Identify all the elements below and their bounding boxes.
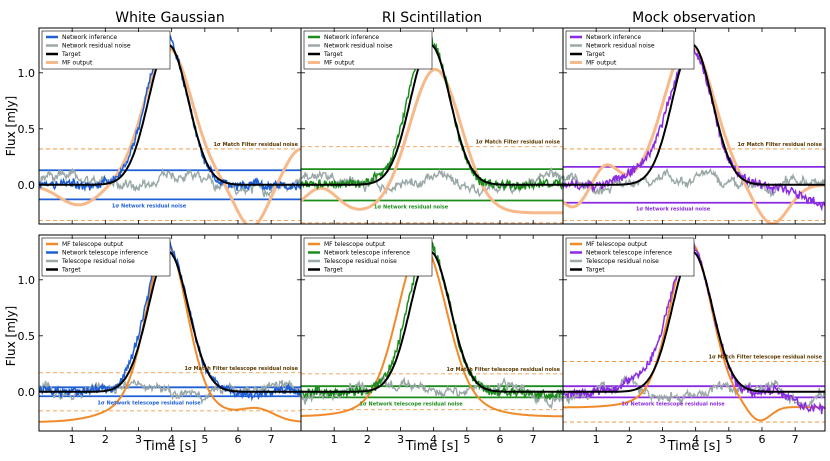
network-sigma-label: 1σ Network telescope residual noise — [621, 401, 725, 407]
legend-box — [303, 237, 433, 277]
mf-sigma-label: 1σ Match Filter residual noise — [475, 140, 560, 146]
x-tick-label: 1 — [69, 433, 76, 446]
x-tick-label: 1 — [331, 433, 338, 446]
x-tick-label: 3 — [397, 433, 404, 446]
legend-entry-2: Telescope residual noise — [61, 258, 135, 265]
y-tick-label: 0.0 — [18, 179, 36, 192]
column-title-ri-scintillation: RI Scintillation — [382, 10, 482, 26]
legend: Network inference Network residual noiseT… — [41, 30, 171, 70]
legend-entry-0: Network inference — [324, 34, 379, 41]
legend-entry-1: Network telescope inference — [62, 250, 148, 257]
x-axis-label-left: Time [s] — [143, 439, 197, 454]
panels-container: 1σ Match Filter residual noise 1σ Network… — [18, 27, 826, 446]
x-tick-label: 6 — [234, 433, 241, 446]
y-tick-label: 0.5 — [18, 123, 36, 136]
legend-box — [565, 237, 695, 277]
legend-entry-0: MF telescope output — [586, 241, 648, 248]
x-tick-label: 3 — [659, 433, 666, 446]
legend-entry-1: Network residual noise — [324, 43, 393, 50]
x-axis-label-middle: Time [s] — [405, 439, 459, 454]
y-tick-label: 1.0 — [18, 274, 36, 287]
legend-entry-0: Network inference — [586, 34, 641, 41]
x-tick-label: 4 — [430, 433, 437, 446]
x-tick-label: 2 — [626, 433, 633, 446]
legend-entry-1: Network residual noise — [586, 43, 655, 50]
y-tick-label: 0.0 — [18, 386, 36, 399]
residual-noise-line — [301, 167, 563, 198]
legend-entry-0: MF telescope output — [62, 241, 124, 248]
legend-entry-3: MF output — [324, 60, 355, 67]
legend-box — [565, 30, 695, 70]
x-tick-label: 6 — [496, 433, 503, 446]
x-tick-label: 7 — [530, 433, 537, 446]
y-tick-label: 1.0 — [18, 67, 36, 80]
legend-entry-2: Telescope residual noise — [585, 258, 659, 265]
x-tick-label: 3 — [135, 433, 142, 446]
panel-ri-bottom: 1σ Match Filter telescope residual noise… — [300, 234, 564, 446]
legend-entry-2: Target — [61, 51, 81, 58]
legend: MF telescope output Network telescope inf… — [303, 237, 433, 277]
x-tick-label: 5 — [463, 433, 470, 446]
mf-sigma-label: 1σ Match Filter telescope residual noise — [184, 366, 298, 372]
panel-ri-top: 1σ Match Filter residual noise 1σ Network… — [300, 27, 564, 225]
legend-entry-3: MF output — [62, 60, 93, 67]
y-axis-label-top: Flux [mJy] — [4, 96, 18, 156]
mf-sigma-label: 1σ Match Filter residual noise — [737, 142, 822, 148]
legend-box — [41, 237, 171, 277]
panel-mo-top: 1σ Match Filter residual noise 1σ Network… — [562, 27, 826, 225]
x-axis-label-right: Time [s] — [667, 439, 721, 454]
legend-entry-1: Network telescope inference — [586, 250, 672, 257]
x-tick-label: 4 — [692, 433, 699, 446]
legend-entry-0: Network inference — [62, 34, 117, 41]
legend: Network inference Network residual noiseT… — [303, 30, 433, 70]
x-tick-label: 2 — [364, 433, 371, 446]
network-sigma-label: 1σ Network residual noise — [112, 203, 187, 209]
x-tick-label: 2 — [102, 433, 109, 446]
x-tick-label: 5 — [201, 433, 208, 446]
legend-entry-1: Network telescope inference — [324, 250, 410, 257]
panel-wg-top: 1σ Match Filter residual noise 1σ Network… — [18, 27, 302, 225]
plot-frame — [562, 27, 826, 225]
x-tick-label: 1 — [593, 433, 600, 446]
panel-mo-bottom: 1σ Match Filter telescope residual noise… — [562, 234, 826, 446]
legend-entry-0: MF telescope output — [324, 241, 386, 248]
legend: MF telescope output Network telescope inf… — [41, 237, 171, 277]
panel-wg-bottom: 1σ Match Filter telescope residual noise… — [18, 234, 302, 446]
y-tick-label: 0.5 — [18, 330, 36, 343]
network-sigma-label: 1σ Network telescope residual noise — [359, 401, 463, 407]
legend-box — [303, 30, 433, 70]
mf-output-line — [301, 67, 563, 215]
mf-sigma-label: 1σ Match Filter residual noise — [213, 142, 298, 148]
legend-entry-3: Target — [61, 267, 81, 274]
x-tick-label: 4 — [168, 433, 175, 446]
legend-entry-3: Target — [585, 267, 605, 274]
legend: Network inference Network residual noiseT… — [565, 30, 695, 70]
x-tick-label: 6 — [758, 433, 765, 446]
x-tick-label: 7 — [792, 433, 799, 446]
x-tick-label: 5 — [725, 433, 732, 446]
legend-entry-3: Target — [323, 267, 343, 274]
column-title-mock-observation: Mock observation — [632, 10, 756, 26]
legend-entry-1: Network residual noise — [62, 43, 131, 50]
x-tick-label: 7 — [268, 433, 275, 446]
network-sigma-label: 1σ Network residual noise — [374, 204, 449, 210]
legend-entry-2: Target — [323, 51, 343, 58]
legend-box — [41, 30, 171, 70]
mf-sigma-label: 1σ Match Filter telescope residual noise — [708, 355, 822, 361]
network-sigma-label: 1σ Network telescope residual noise — [97, 400, 201, 406]
y-axis-label-bottom: Flux [mJy] — [4, 306, 18, 366]
legend-entry-2: Telescope residual noise — [323, 258, 397, 265]
legend: MF telescope output Network telescope inf… — [565, 237, 695, 277]
network-sigma-label: 1σ Network residual noise — [636, 207, 711, 213]
legend-entry-3: MF output — [586, 60, 617, 67]
legend-entry-2: Target — [585, 51, 605, 58]
plot-frame — [562, 234, 826, 432]
column-title-white-gaussian: White Gaussian — [115, 10, 224, 26]
mf-sigma-label: 1σ Match Filter telescope residual noise — [446, 367, 560, 373]
